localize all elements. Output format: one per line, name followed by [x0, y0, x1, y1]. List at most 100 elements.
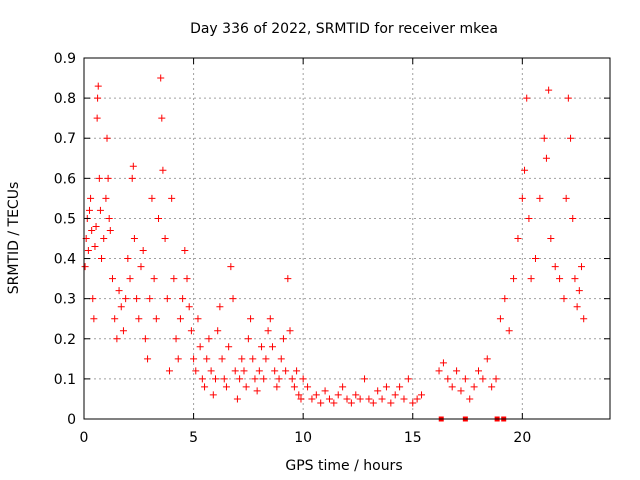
- data-point: [194, 315, 202, 323]
- data-point: [148, 194, 156, 202]
- data-point: [144, 355, 152, 363]
- data-point: [523, 94, 531, 102]
- y-tick-label: 0: [67, 412, 76, 428]
- data-point: [185, 303, 193, 311]
- data-point: [222, 383, 230, 391]
- data-point: [130, 235, 138, 242]
- data-point: [198, 375, 206, 383]
- data-point: [91, 243, 99, 251]
- data-point: [212, 375, 219, 383]
- data-point: [240, 367, 248, 375]
- data-point: [556, 275, 564, 283]
- y-tick-label: 0.9: [54, 51, 76, 67]
- data-point: [334, 391, 342, 399]
- data-point: [286, 327, 294, 335]
- data-point: [571, 275, 579, 283]
- data-point: [146, 295, 154, 303]
- data-point: [111, 315, 119, 323]
- data-point: [247, 315, 255, 323]
- data-point: [580, 315, 588, 323]
- data-point: [122, 295, 130, 303]
- data-point: [85, 206, 93, 214]
- data-point: [391, 391, 399, 399]
- data-point: [382, 383, 390, 391]
- data-point: [251, 375, 259, 383]
- data-point: [90, 315, 98, 323]
- data-point: [496, 315, 504, 323]
- x-tick-label: 5: [189, 430, 198, 446]
- data-points: [81, 74, 588, 422]
- y-tick-label: 0.7: [54, 131, 76, 147]
- data-point: [488, 383, 496, 391]
- data-point: [258, 343, 266, 351]
- data-point: [229, 295, 237, 303]
- data-point: [218, 355, 226, 363]
- data-point: [295, 391, 303, 399]
- data-point: [578, 263, 586, 271]
- data-point: [365, 395, 373, 403]
- data-point: [92, 222, 100, 230]
- data-point: [343, 395, 351, 403]
- data-point: [106, 226, 114, 234]
- data-point: [179, 295, 187, 303]
- data-point: [288, 375, 296, 383]
- data-point: [404, 375, 412, 383]
- data-point: [170, 275, 178, 283]
- data-point: [139, 247, 147, 255]
- data-point: [284, 275, 292, 283]
- data-point: [255, 367, 263, 375]
- x-tick-label: 10: [294, 430, 312, 446]
- data-point: [387, 399, 395, 407]
- data-point: [282, 367, 290, 375]
- data-point: [492, 375, 500, 383]
- data-point: [525, 214, 533, 222]
- y-tick-label: 0.3: [54, 292, 76, 308]
- data-point: [470, 383, 478, 391]
- data-point: [244, 335, 252, 343]
- data-point: [227, 263, 235, 271]
- data-point: [275, 375, 283, 383]
- data-point: [155, 214, 163, 222]
- data-point: [103, 134, 111, 142]
- data-point: [308, 395, 316, 403]
- data-point: [260, 375, 268, 383]
- data-point: [214, 327, 222, 335]
- data-point: [545, 86, 553, 94]
- x-tick-label: 20: [513, 430, 531, 446]
- data-point: [100, 235, 108, 242]
- data-point: [159, 166, 167, 174]
- data-point: [141, 335, 149, 343]
- data-point: [536, 194, 544, 202]
- data-point: [290, 383, 298, 391]
- data-point: [209, 391, 217, 399]
- data-point: [352, 391, 360, 399]
- data-point: [242, 383, 250, 391]
- data-point: [165, 367, 173, 375]
- data-point: [542, 154, 550, 162]
- data-point: [203, 355, 211, 363]
- data-point: [510, 275, 518, 283]
- data-point: [137, 263, 145, 271]
- data-point: [172, 335, 180, 343]
- data-point: [575, 287, 583, 295]
- data-point: [444, 375, 452, 383]
- data-point: [396, 383, 404, 391]
- data-point: [439, 359, 447, 367]
- data-point: [521, 166, 529, 174]
- data-point: [540, 134, 548, 142]
- data-point: [505, 327, 513, 335]
- data-point: [466, 395, 474, 403]
- data-point: [264, 327, 272, 335]
- data-point: [271, 367, 279, 375]
- data-point: [317, 399, 325, 407]
- data-point: [277, 355, 285, 363]
- data-point: [297, 395, 305, 403]
- data-point: [560, 295, 568, 303]
- axis-ticks: 0 0.1 0.2 0.3 0.4 0.5 0.6 0.7 0.8 0.9 0 5 10 15 20: [54, 51, 610, 446]
- y-tick-label: 0.1: [54, 372, 76, 388]
- x-tick-label: 15: [404, 430, 422, 446]
- y-axis-label: SRMTID / TECUs: [6, 182, 22, 295]
- data-point: [347, 399, 355, 407]
- data-point: [207, 367, 215, 375]
